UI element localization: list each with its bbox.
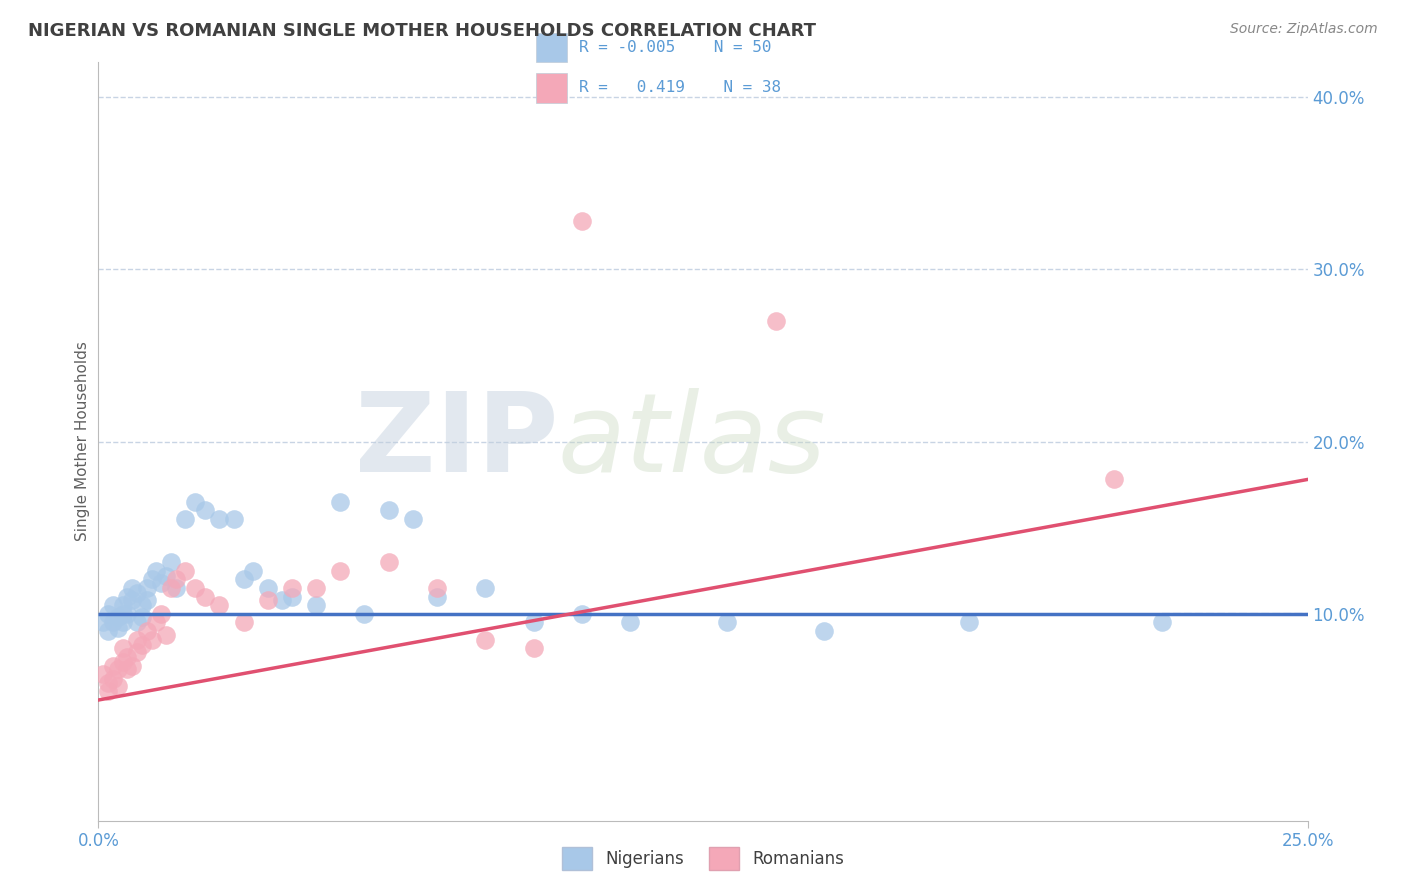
Point bbox=[353, 607, 375, 621]
Point bbox=[474, 632, 496, 647]
Point bbox=[426, 581, 449, 595]
Point bbox=[117, 607, 139, 621]
Point bbox=[571, 214, 593, 228]
Point bbox=[111, 615, 134, 630]
Text: NIGERIAN VS ROMANIAN SINGLE MOTHER HOUSEHOLDS CORRELATION CHART: NIGERIAN VS ROMANIAN SINGLE MOTHER HOUSE… bbox=[28, 22, 815, 40]
Point bbox=[127, 586, 149, 600]
Point bbox=[97, 607, 120, 621]
Point bbox=[402, 512, 425, 526]
Point bbox=[305, 581, 328, 595]
Point bbox=[222, 512, 245, 526]
Point bbox=[523, 641, 546, 656]
Point bbox=[131, 610, 153, 624]
Point bbox=[256, 593, 278, 607]
Point bbox=[281, 590, 304, 604]
Point bbox=[127, 615, 149, 630]
Point bbox=[91, 667, 114, 681]
Point bbox=[256, 581, 278, 595]
Point bbox=[117, 649, 139, 664]
Point bbox=[111, 599, 134, 613]
Point bbox=[121, 593, 143, 607]
Point bbox=[131, 599, 153, 613]
Point bbox=[91, 615, 114, 630]
Point bbox=[145, 564, 167, 578]
Point bbox=[155, 569, 177, 583]
Text: Source: ZipAtlas.com: Source: ZipAtlas.com bbox=[1230, 22, 1378, 37]
Point bbox=[117, 662, 139, 676]
Point bbox=[121, 658, 143, 673]
Point bbox=[271, 593, 294, 607]
Point bbox=[155, 627, 177, 641]
Point bbox=[426, 590, 449, 604]
Point bbox=[184, 495, 207, 509]
Point bbox=[305, 599, 328, 613]
Point bbox=[107, 679, 129, 693]
Point bbox=[160, 581, 183, 595]
Point bbox=[135, 624, 157, 639]
Point bbox=[111, 655, 134, 669]
Point bbox=[135, 593, 157, 607]
Point bbox=[101, 599, 124, 613]
Point bbox=[281, 581, 304, 595]
Point bbox=[194, 590, 217, 604]
Point bbox=[619, 615, 641, 630]
Point bbox=[716, 615, 738, 630]
Point bbox=[377, 503, 399, 517]
Point bbox=[208, 599, 231, 613]
Point bbox=[194, 503, 217, 517]
Point bbox=[117, 590, 139, 604]
Point bbox=[174, 512, 197, 526]
Point bbox=[121, 581, 143, 595]
Point bbox=[813, 624, 835, 639]
Point bbox=[131, 638, 153, 652]
Point bbox=[474, 581, 496, 595]
Point bbox=[165, 581, 187, 595]
Y-axis label: Single Mother Households: Single Mother Households bbox=[75, 342, 90, 541]
Point bbox=[97, 684, 120, 698]
Point bbox=[97, 675, 120, 690]
Point bbox=[135, 581, 157, 595]
Point bbox=[150, 607, 173, 621]
Point bbox=[101, 673, 124, 687]
Point bbox=[111, 607, 134, 621]
Point bbox=[232, 573, 254, 587]
Text: R =   0.419    N = 38: R = 0.419 N = 38 bbox=[579, 80, 782, 95]
Point bbox=[127, 645, 149, 659]
Point bbox=[141, 632, 163, 647]
Point bbox=[145, 615, 167, 630]
Point bbox=[127, 632, 149, 647]
Point bbox=[107, 662, 129, 676]
Point bbox=[957, 615, 980, 630]
Point bbox=[242, 564, 264, 578]
Point bbox=[174, 564, 197, 578]
Point bbox=[107, 621, 129, 635]
Point bbox=[1152, 615, 1174, 630]
Point bbox=[329, 495, 352, 509]
Text: R = -0.005    N = 50: R = -0.005 N = 50 bbox=[579, 40, 772, 55]
Bar bbox=[536, 33, 567, 62]
Point bbox=[232, 615, 254, 630]
Point bbox=[101, 658, 124, 673]
Point bbox=[141, 573, 163, 587]
Point bbox=[765, 314, 787, 328]
Text: atlas: atlas bbox=[558, 388, 827, 495]
Bar bbox=[536, 73, 567, 103]
Point bbox=[107, 610, 129, 624]
Point bbox=[329, 564, 352, 578]
Point bbox=[101, 615, 124, 630]
Point bbox=[160, 555, 183, 569]
Point bbox=[150, 575, 173, 590]
Legend: Nigerians, Romanians: Nigerians, Romanians bbox=[555, 840, 851, 877]
Point bbox=[1102, 473, 1125, 487]
Point bbox=[208, 512, 231, 526]
Point bbox=[377, 555, 399, 569]
Point bbox=[184, 581, 207, 595]
Point bbox=[571, 607, 593, 621]
Point bbox=[165, 573, 187, 587]
Point bbox=[523, 615, 546, 630]
Point bbox=[111, 641, 134, 656]
Text: ZIP: ZIP bbox=[354, 388, 558, 495]
Point bbox=[97, 624, 120, 639]
